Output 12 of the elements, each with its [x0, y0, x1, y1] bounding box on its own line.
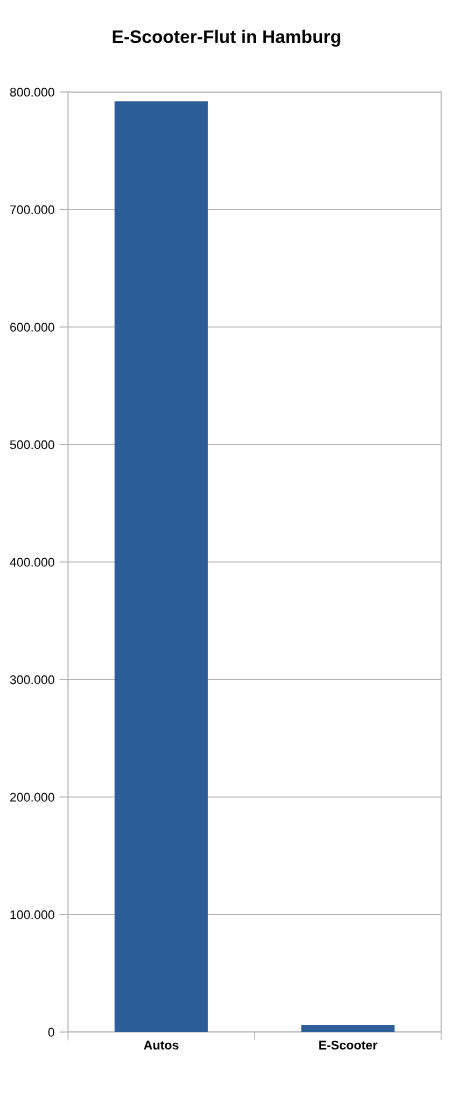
y-tick-label: 0 — [48, 1027, 55, 1037]
y-tick-label: 500.000 — [10, 440, 55, 450]
y-tick-label: 400.000 — [9, 557, 55, 567]
y-tick-label: 200.000 — [10, 792, 55, 802]
y-tick-label: 100.000 — [10, 910, 55, 920]
x-tick-label: E-Scooter — [319, 1040, 378, 1050]
y-tick-label: 700.000 — [10, 205, 55, 215]
y-tick-label: 300.000 — [10, 675, 55, 685]
y-tick-label: 600.000 — [10, 322, 55, 332]
x-tick-label: Autos — [143, 1040, 179, 1050]
chart-title: E-Scooter-Flut in Hamburg — [112, 29, 341, 47]
y-tick-label: 800.000 — [10, 87, 55, 97]
